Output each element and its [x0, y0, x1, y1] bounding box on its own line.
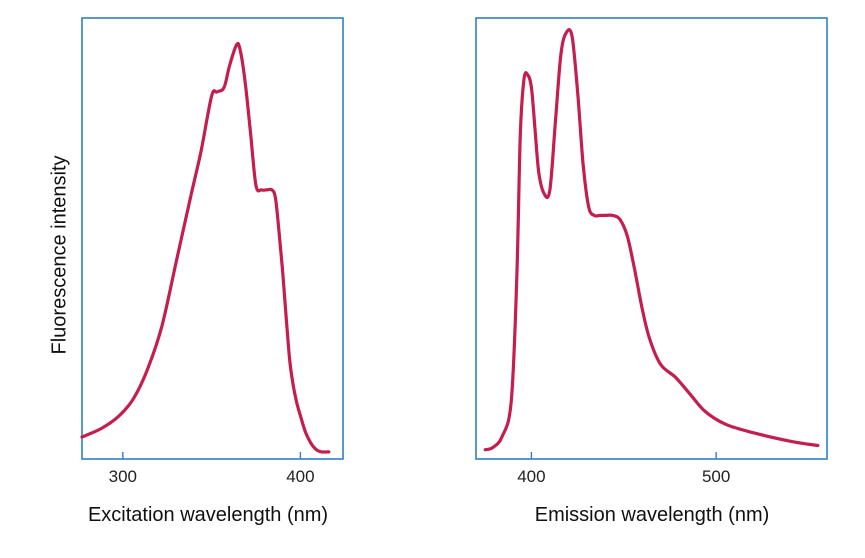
excitation-panel: 300 400 Excitation wavelength (nm): [80, 17, 344, 526]
x-tick-label: 500: [702, 467, 730, 486]
plot-frame: [475, 17, 828, 460]
excitation-spectrum-line: [80, 41, 331, 454]
y-axis-title: Fluorescence intensity: [48, 156, 70, 355]
x-axis-title: Excitation wavelength (nm): [88, 504, 328, 526]
x-axis-title: Emission wavelength (nm): [535, 504, 770, 526]
emission-spectrum-line: [483, 28, 820, 452]
x-tick-label: 300: [109, 467, 137, 486]
x-tick-label: 400: [517, 467, 545, 486]
x-tick-label: 400: [286, 467, 314, 486]
plot-frame: [81, 17, 344, 460]
x-axis-ticks: 300 400: [109, 452, 315, 486]
emission-panel: 400 500 Emission wavelength (nm): [475, 17, 828, 526]
x-axis-ticks: 400 500: [517, 452, 730, 486]
